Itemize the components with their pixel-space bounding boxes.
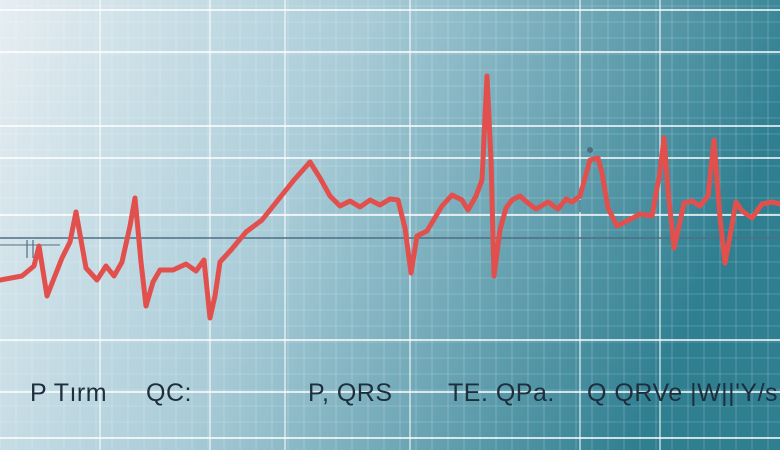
baseline-ticks xyxy=(26,147,593,258)
label-q-qrve: Q QRVe |W||'Y/s xyxy=(587,379,779,407)
label-te-qpa: TE. QPa. xyxy=(448,379,555,407)
label-p-term: P Tırm xyxy=(30,379,108,407)
ecg-trace xyxy=(0,73,780,321)
label-qc: QC: xyxy=(146,379,192,407)
label-p-qrs: P, QRS xyxy=(308,379,393,407)
marker-dot xyxy=(587,147,593,153)
